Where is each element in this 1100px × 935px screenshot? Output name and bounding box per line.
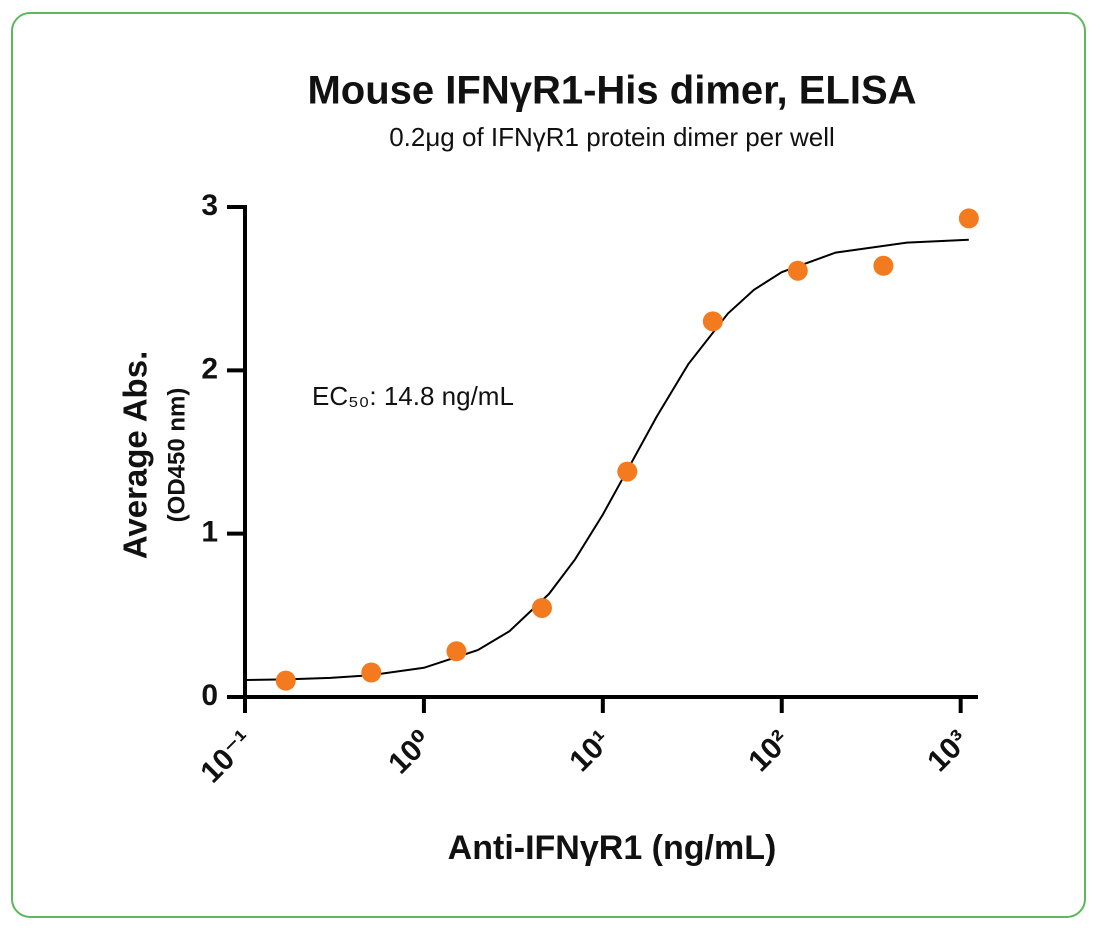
data-point — [361, 662, 382, 683]
y-axis-subtitle: (OD450 nm) — [163, 388, 190, 523]
data-point — [275, 670, 296, 691]
data-point — [702, 311, 723, 332]
data-point — [958, 208, 979, 229]
y-axis-title: Average Abs. — [117, 351, 154, 559]
chart-title: Mouse IFNγR1-His dimer, ELISA — [307, 69, 916, 113]
annotation: EC₅₀: 14.8 ng/mL — [312, 381, 514, 411]
data-point — [787, 260, 808, 281]
y-tick-label: 2 — [201, 352, 218, 385]
y-tick-label: 3 — [201, 189, 218, 222]
data-point — [446, 641, 467, 662]
data-point — [873, 255, 894, 276]
y-tick-label: 1 — [201, 516, 218, 549]
data-point — [617, 461, 638, 482]
chart-subtitle: 0.2μg of IFNγR1 protein dimer per well — [389, 122, 835, 152]
x-axis-title: Anti-IFNγR1 (ng/mL) — [448, 829, 777, 867]
y-tick-label: 0 — [201, 679, 218, 712]
data-point — [531, 597, 552, 618]
frame — [11, 12, 1086, 918]
